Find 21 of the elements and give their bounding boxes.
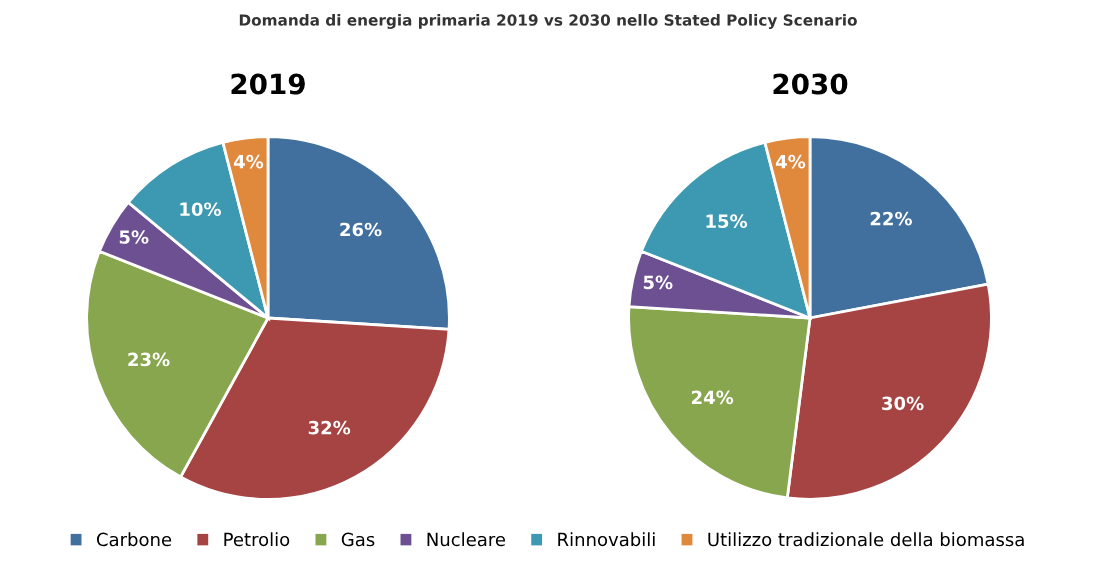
- chart-subtitle: 2030: [773, 73, 848, 95]
- data-label: 22%: [870, 211, 912, 226]
- data-label: 26%: [340, 222, 382, 237]
- legend-label: Carbone: [96, 532, 172, 547]
- data-label: 30%: [882, 396, 924, 411]
- chart-title: Domanda di energia primaria 2019 vs 2030 nello Stated Policy Scenario: [239, 14, 857, 29]
- data-label: 5%: [119, 230, 149, 244]
- legend-label: Rinnovabili: [558, 532, 655, 547]
- legend-label: Petrolio: [224, 532, 290, 547]
- legend-label: Utilizzo tradizionale della biomassa: [708, 532, 1024, 547]
- chart-subtitle: 2019: [231, 73, 305, 95]
- data-label: 4%: [775, 154, 806, 169]
- data-label: 4%: [233, 154, 264, 169]
- data-label: 10%: [180, 202, 222, 217]
- data-label: 24%: [691, 390, 734, 405]
- data-label: 23%: [128, 352, 170, 367]
- legend-label: Nucleare: [427, 532, 506, 547]
- legend-label: Gas: [341, 532, 375, 547]
- data-label: 15%: [706, 214, 748, 228]
- data-label: 5%: [643, 275, 673, 290]
- data-label: 32%: [308, 420, 351, 435]
